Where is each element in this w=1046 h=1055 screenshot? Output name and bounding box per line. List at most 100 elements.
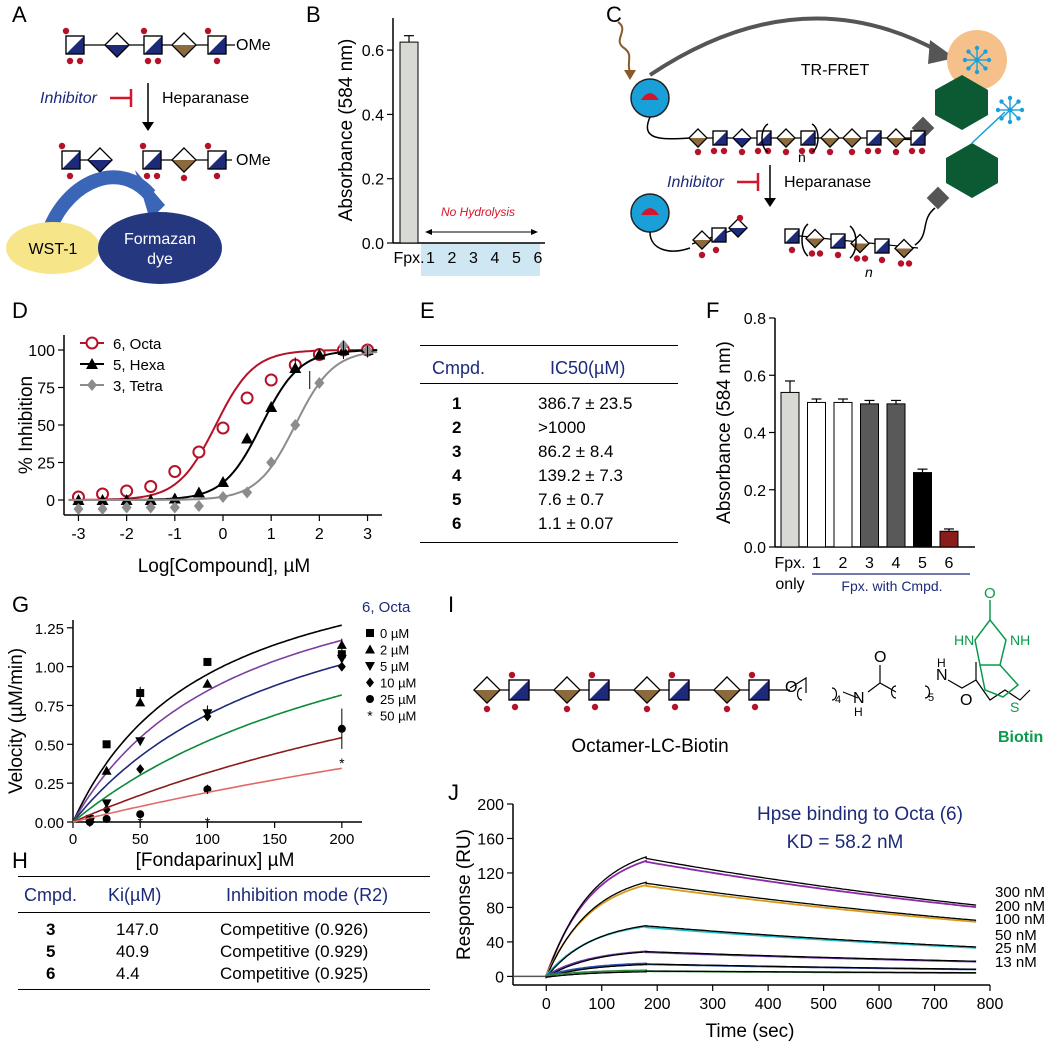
data-point [202,678,213,688]
table-e-ic50: >1000 [538,418,586,437]
y-tick-label: 0.8 [744,311,766,328]
sulfate-dot [861,255,869,262]
arrow-right [531,229,538,235]
conc-label: 300 nM [995,884,1045,901]
sulfate-dot [62,27,70,35]
data-point [136,810,145,819]
y-tick-label: 200 [477,797,504,814]
carbonyl-2 [947,662,977,689]
table-e-mid-rule [420,383,678,384]
panel-letter-f: F [706,298,719,323]
fit-curve-4 [545,963,977,979]
data-point: * [87,814,93,830]
f1-a-fill [693,240,711,249]
y-tick-label: 0.4 [362,107,384,124]
i-glcn-3-edge [748,679,770,701]
x-tick-label-6: 6 [945,555,954,572]
i-glcn-2-edge [668,679,690,701]
sulfate-dot [754,147,762,155]
x-axis-label: Time (sec) [705,1021,794,1042]
carbonyl-o-1: O [874,649,886,666]
carbonyl-o-2: O [960,692,972,709]
point-tetra [242,486,253,499]
biotin-ureido-ring [974,618,1007,666]
panel-j-chart: 0 40 80 120 160 200 0 100 200 300 400 500 600 700 800 T… [454,797,1045,1042]
x-tick-label: -1 [168,526,182,543]
legend-label: 3, Tetra [113,378,163,395]
table-h-cmpd: 6 [46,964,56,983]
sulfate-dot [213,172,221,180]
legend-label: 0 µM [380,626,409,641]
point-octa [168,465,182,478]
dye-bottom-tip [995,107,1001,113]
i-glcn-1-edge [588,679,610,701]
table-e-bottom-rule [420,542,678,543]
x-tick-label-4: 4 [491,250,500,267]
f2-d3-edge [850,233,870,254]
x-tick-label-2: 2 [839,555,848,572]
carbonyl-1 [867,665,881,693]
c-glcn-3-fill [757,131,771,145]
sulfate-dot [736,214,744,222]
acceptor-dye-top [962,45,992,75]
legend-marker [366,677,374,688]
dye-top-tip [966,49,971,54]
y-tick-label: 25 [37,456,55,473]
data-point [85,818,94,826]
x-tick-label: 3 [363,526,372,543]
conc-label: 50 nM [995,927,1037,944]
table-e-header-ic50: IC50(µM) [550,358,626,378]
sulfate-dot [563,705,571,713]
f2-d5-edge [894,238,914,259]
linker-paren-1 [796,687,838,701]
legend-title: 6, Octa [362,599,411,616]
panel-d-chart: 0 25 50 75 100 -3 -2 -1 0 1 2 3 Log[Compound], µM % I… [16,335,382,577]
table-h-ki: 4.4 [116,964,140,983]
c-idoa-4-edge [776,128,796,148]
inhibitor-label: Inhibitor [40,90,98,107]
y-tick-label: 0.0 [362,236,384,253]
p2-glcn-2-edge [207,150,227,170]
f1-c-edge [728,218,748,238]
x-tick-label: 200 [644,996,671,1013]
product-trisaccharide [139,142,232,182]
sulfate-dot [143,172,151,180]
table-h-ki: 40.9 [116,942,150,961]
p2-idoa-fill [172,160,196,172]
sulfate-dot [864,147,872,155]
c-glcn-10-edge [910,130,926,146]
f1-a-edge [692,230,712,250]
c-idoa-7-edge [842,128,862,148]
sulfate-dot [668,671,676,679]
point-octa [240,391,254,405]
sulfate-dot [723,705,731,713]
arrow-head [142,122,154,131]
sulfate-dot [897,260,905,267]
linker-bond-3 [879,682,897,693]
c-glcn-5-fill [801,131,815,145]
dye-top-tip [966,66,971,71]
sulfate-dot [788,246,796,254]
table-h-header-mode: Inhibition mode (R2) [226,885,389,905]
x-tick-label: 150 [262,831,287,848]
sulfate-dot [483,705,491,713]
fit-curve-1 [72,639,343,823]
p1-glcn-edge [61,150,81,170]
x-tick-label-Fpx.: Fpx. [774,555,805,572]
p2-idoa-edge [171,147,197,173]
conversion-arrow [43,170,156,231]
linker-bond-1 [789,676,807,693]
point-octa [216,421,230,435]
table-h-cmpd: 5 [46,942,56,961]
table-h-row: 5 40.9 Competitive (0.929) [18,941,430,963]
excitation-squiggle [617,21,631,73]
sensorgram-title: Hpse binding to Octa (6) [757,804,963,825]
data-point [101,765,112,775]
table-h-row: 3 147.0 Competitive (0.926) [18,919,430,941]
octamer-caption: Octamer-LC-Biotin [571,736,728,757]
data-point: * [137,814,143,830]
excitation-arrow [624,70,636,80]
y-tick-label: 0.6 [362,43,384,60]
idoa-2-fill [172,45,196,57]
sulfate-dot [694,148,702,156]
